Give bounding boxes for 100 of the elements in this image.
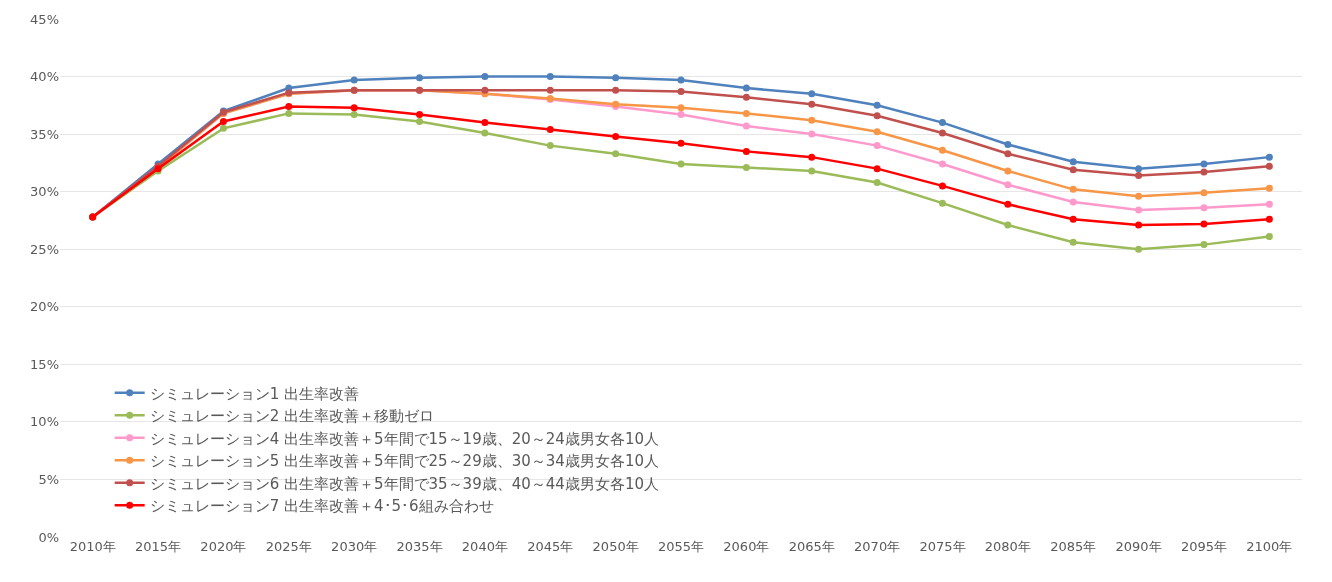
point bbox=[481, 86, 489, 94]
point bbox=[416, 111, 424, 119]
point bbox=[1004, 167, 1012, 175]
point bbox=[873, 142, 881, 150]
x-tick-label: 2100年 bbox=[1246, 539, 1293, 554]
point bbox=[285, 109, 293, 117]
x-tick-label: 2055年 bbox=[657, 539, 705, 554]
point bbox=[416, 74, 424, 82]
point bbox=[938, 146, 946, 154]
point bbox=[808, 167, 816, 175]
legend-label: シミュレーション7 出生率改善＋4･5･6組み合わせ bbox=[149, 497, 494, 516]
point bbox=[350, 76, 358, 84]
y-tick-label: 40% bbox=[30, 69, 59, 85]
point bbox=[612, 86, 620, 94]
y-tick-label: 5% bbox=[38, 471, 59, 487]
point bbox=[1135, 172, 1143, 180]
legend-label: シミュレーション4 出生率改善＋5年間で15～19歳、20～24歳男女各10人 bbox=[149, 429, 659, 448]
point bbox=[1265, 215, 1273, 223]
point bbox=[873, 101, 881, 109]
point bbox=[1265, 162, 1273, 170]
point bbox=[612, 132, 620, 140]
point bbox=[416, 117, 424, 125]
point bbox=[1004, 200, 1012, 208]
y-tick-label: 35% bbox=[30, 126, 59, 142]
x-tick-label: 2075年 bbox=[919, 539, 966, 554]
point bbox=[1200, 189, 1208, 197]
point bbox=[1200, 168, 1208, 176]
x-tick-label: 2020年 bbox=[200, 539, 247, 554]
point bbox=[1004, 140, 1012, 148]
point bbox=[808, 153, 816, 161]
y-tick-label: 10% bbox=[30, 414, 59, 430]
x-tick-label: 2035年 bbox=[396, 539, 443, 554]
point bbox=[742, 84, 750, 92]
x-tick-label: 2045年 bbox=[527, 539, 574, 554]
point bbox=[350, 111, 358, 119]
point bbox=[612, 74, 620, 82]
point bbox=[938, 160, 946, 168]
point bbox=[677, 104, 685, 112]
x-tick-label: 2040年 bbox=[461, 539, 508, 554]
legend-label: シミュレーション2 出生率改善＋移動ゼロ bbox=[149, 407, 434, 426]
x-tick-label: 2065年 bbox=[788, 539, 835, 554]
x-tick-label: 2025年 bbox=[265, 539, 312, 554]
point bbox=[873, 165, 881, 173]
point bbox=[742, 163, 750, 171]
point bbox=[677, 111, 685, 119]
point bbox=[1265, 153, 1273, 161]
legend-label: シミュレーション6 出生率改善＋5年間で35～39歳、40～44歳男女各10人 bbox=[149, 474, 659, 493]
point bbox=[1069, 185, 1077, 193]
point bbox=[481, 129, 489, 137]
point bbox=[481, 73, 489, 81]
point bbox=[742, 109, 750, 117]
point bbox=[285, 102, 293, 110]
y-tick-label: 25% bbox=[30, 241, 59, 257]
point bbox=[677, 160, 685, 168]
y-tick-label: 20% bbox=[30, 299, 59, 315]
point bbox=[481, 119, 489, 127]
y-tick-label: 15% bbox=[30, 356, 59, 372]
point bbox=[808, 116, 816, 124]
point bbox=[546, 86, 554, 94]
point bbox=[350, 104, 358, 112]
point bbox=[1265, 184, 1273, 192]
point bbox=[873, 128, 881, 136]
point bbox=[808, 130, 816, 138]
x-tick-label: 2095年 bbox=[1180, 539, 1227, 554]
point bbox=[938, 182, 946, 190]
point bbox=[677, 88, 685, 96]
point bbox=[1200, 220, 1208, 228]
x-tick-label: 2085年 bbox=[1050, 539, 1097, 554]
x-tick-label: 2070年 bbox=[854, 539, 901, 554]
point bbox=[546, 73, 554, 81]
point bbox=[938, 129, 946, 137]
point bbox=[1200, 160, 1208, 168]
point bbox=[1069, 166, 1077, 174]
point bbox=[1200, 241, 1208, 249]
y-tick-label: 30% bbox=[30, 184, 59, 200]
point bbox=[1004, 221, 1012, 229]
point bbox=[938, 119, 946, 127]
point bbox=[1135, 165, 1143, 173]
point bbox=[1069, 158, 1077, 166]
point bbox=[808, 90, 816, 98]
point bbox=[1069, 238, 1077, 246]
x-tick-label: 2015年 bbox=[135, 539, 182, 554]
point bbox=[742, 122, 750, 130]
point bbox=[742, 147, 750, 155]
point bbox=[1135, 221, 1143, 229]
point bbox=[677, 139, 685, 147]
point bbox=[219, 117, 227, 125]
point bbox=[1200, 204, 1208, 212]
point bbox=[938, 199, 946, 207]
point bbox=[1265, 200, 1273, 208]
point bbox=[677, 76, 685, 84]
x-tick-label: 2080年 bbox=[984, 539, 1031, 554]
point bbox=[1069, 198, 1077, 206]
point bbox=[1004, 181, 1012, 189]
point bbox=[1135, 192, 1143, 200]
point bbox=[873, 178, 881, 186]
legend-label: シミュレーション1 出生率改善 bbox=[149, 384, 359, 403]
x-tick-label: 2010年 bbox=[69, 539, 116, 554]
x-tick-label: 2090年 bbox=[1115, 539, 1162, 554]
x-tick-label: 2030年 bbox=[331, 539, 378, 554]
